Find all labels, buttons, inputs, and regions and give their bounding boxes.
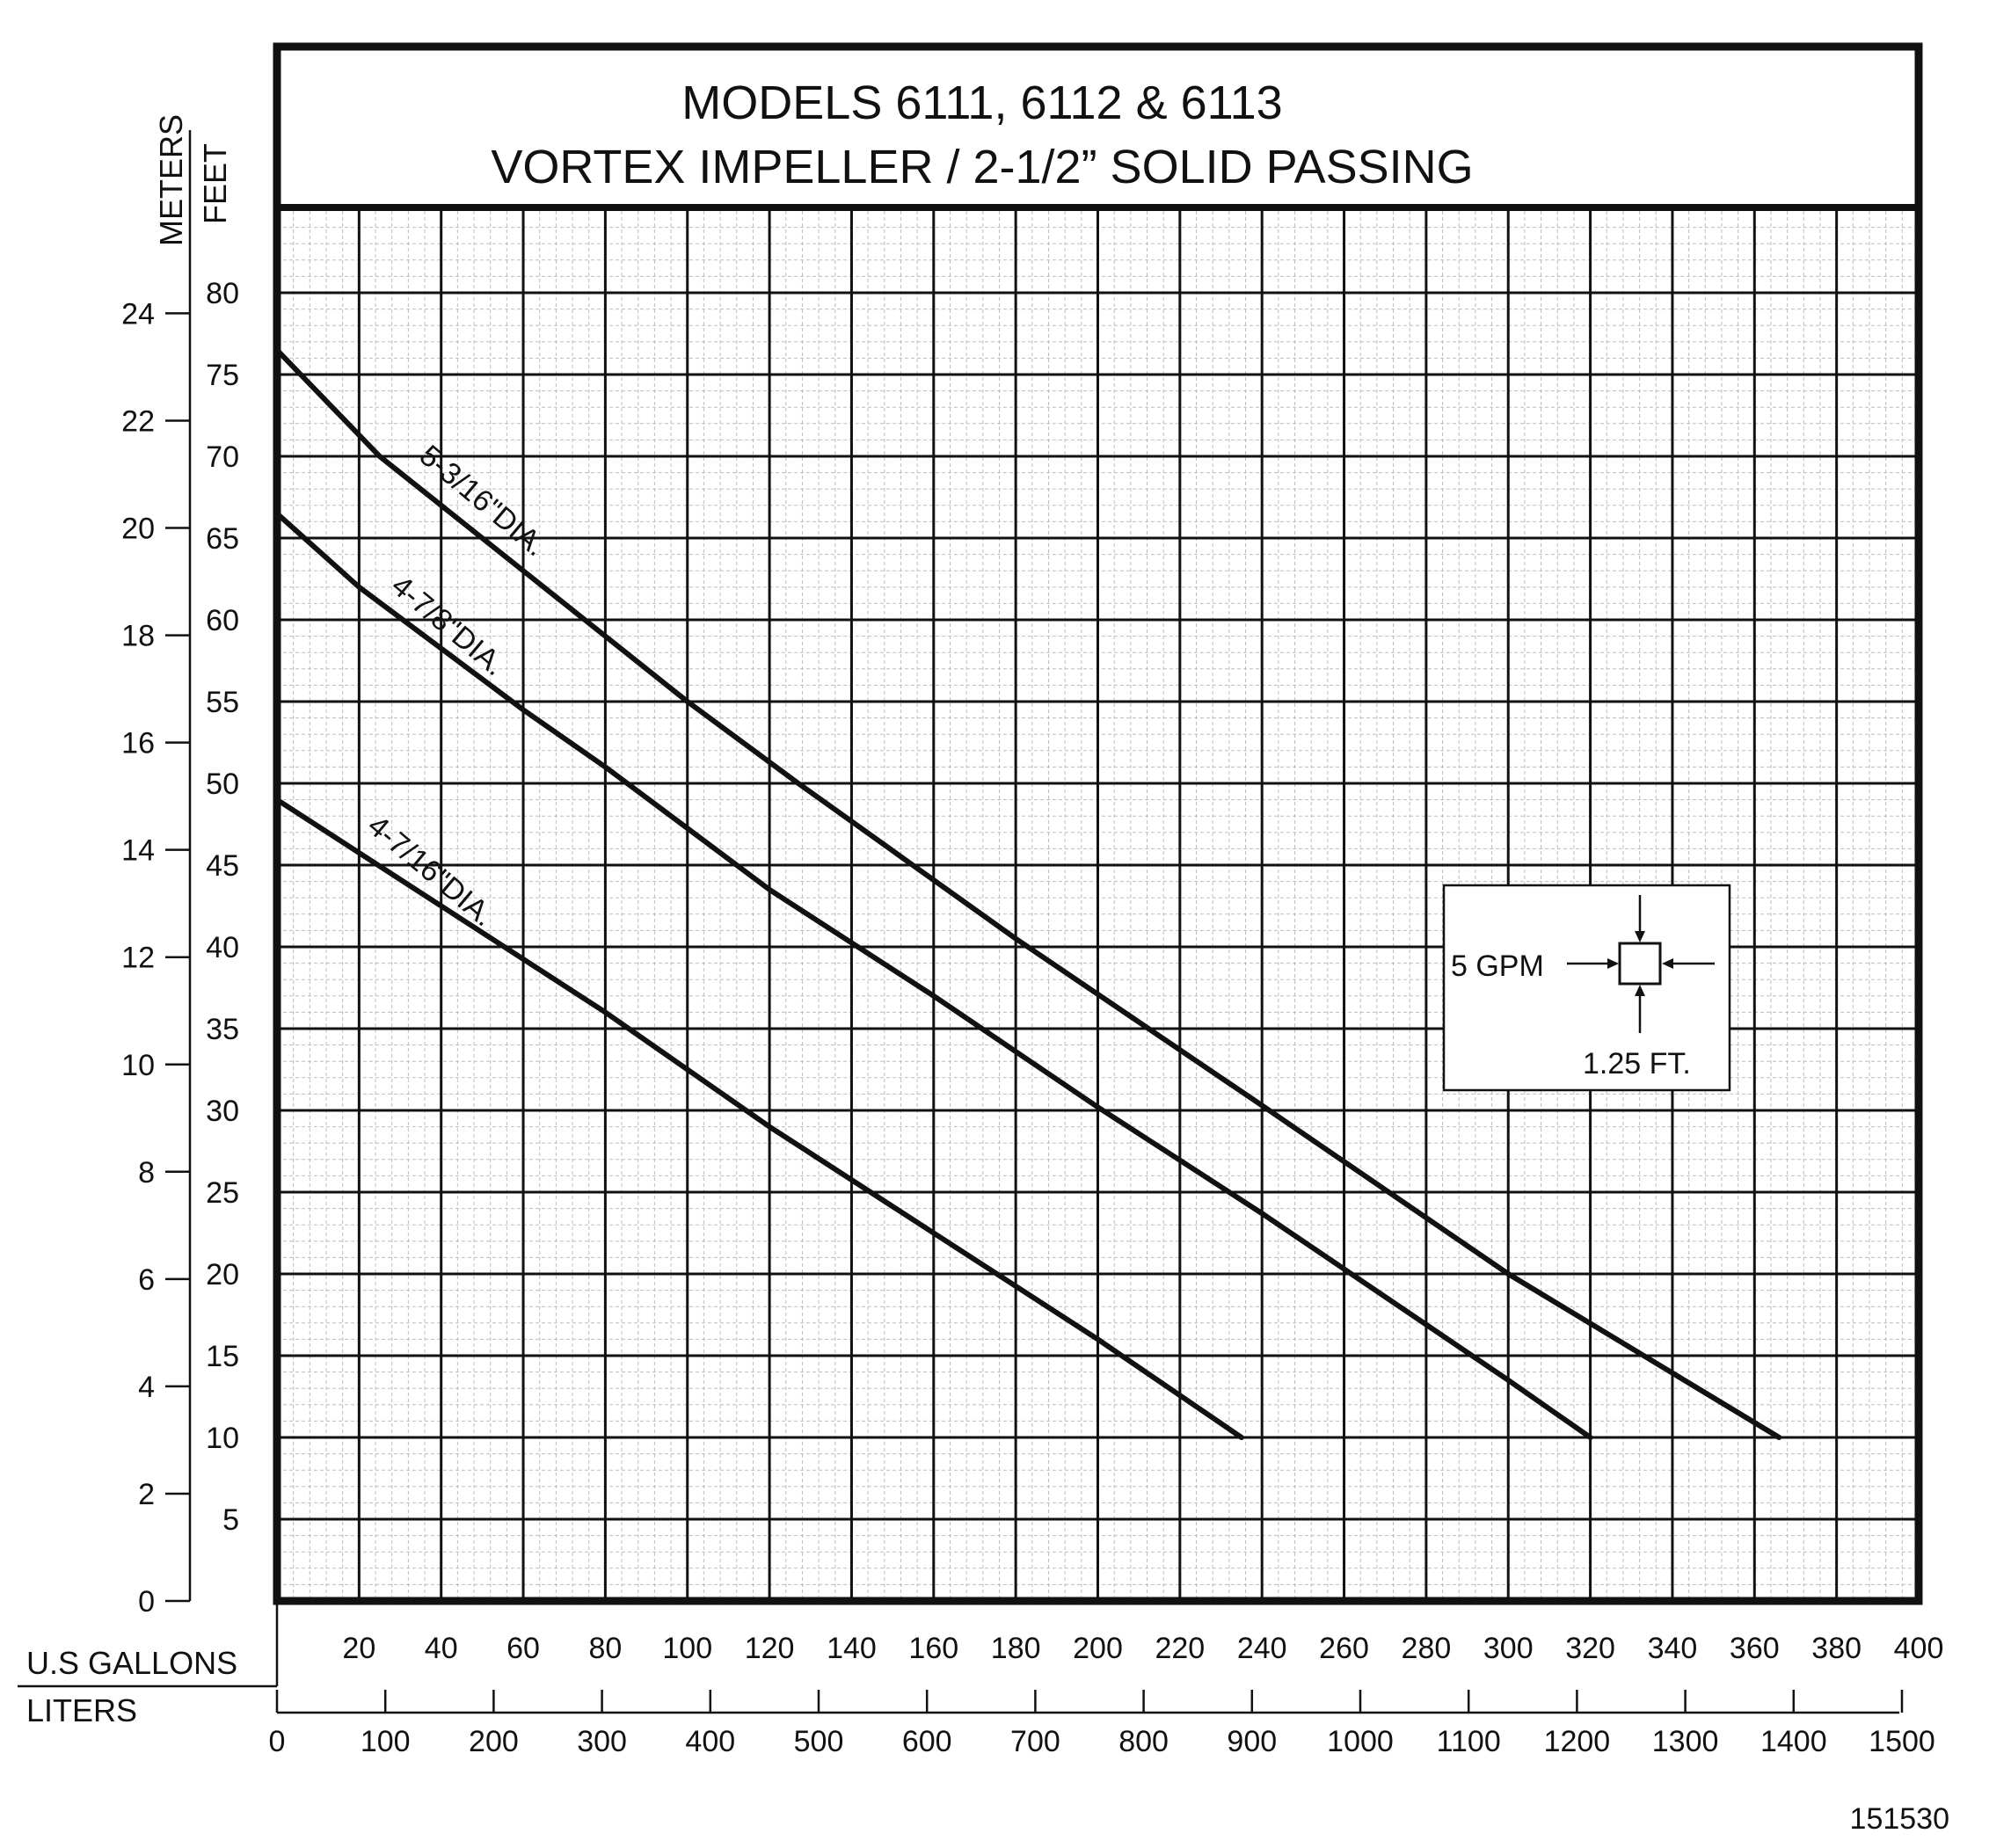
liter-tick-label: 800: [1118, 1725, 1169, 1758]
liters-unit-label: LITERS: [26, 1692, 137, 1728]
major-grid: [277, 211, 1919, 1601]
feet-axis-ticks: 5 10 15 20 25 30 35 40 45 50 55 60 65 70 75 80: [206, 277, 239, 1537]
gallon-axis-ticks: 20 40 60 80 100 120 140 160 180 200 220 240 260 280 30…: [342, 1632, 1943, 1665]
liter-tick-label: 100: [361, 1725, 411, 1758]
grid-scale-legend: 5 GPM 1.25 FT.: [1442, 884, 1731, 1092]
gallon-tick-label: 20: [342, 1632, 375, 1665]
meter-tick-label: 0: [138, 1585, 155, 1619]
feet-tick-label: 45: [206, 849, 239, 883]
series-line-0: [274, 347, 1782, 1440]
series-line-1: [274, 511, 1593, 1440]
arrow-left-icon: [1662, 958, 1673, 969]
feet-tick-label: 20: [206, 1258, 239, 1291]
liter-tick-label: 1000: [1327, 1725, 1394, 1758]
feet-unit-label: FEET: [197, 143, 233, 224]
gallon-tick-label: 300: [1483, 1632, 1534, 1665]
feet-tick-label: 70: [206, 440, 239, 474]
meter-tick-label: 10: [121, 1049, 155, 1082]
feet-tick-label: 55: [206, 686, 239, 719]
gallon-tick-label: 180: [991, 1632, 1041, 1665]
liter-tick-label: 0: [269, 1725, 286, 1758]
gallon-tick-label: 240: [1237, 1632, 1287, 1665]
liter-tick-label: 1300: [1652, 1725, 1719, 1758]
gallon-tick-label: 260: [1319, 1632, 1369, 1665]
liter-tick-label: 700: [1010, 1725, 1060, 1758]
gallon-tick-label: 160: [908, 1632, 958, 1665]
feet-tick-label: 60: [206, 604, 239, 637]
feet-tick-label: 30: [206, 1095, 239, 1128]
gallon-tick-label: 380: [1811, 1632, 1862, 1665]
feet-tick-label: 75: [206, 359, 239, 392]
gallon-tick-label: 100: [662, 1632, 712, 1665]
gallon-tick-label: 360: [1730, 1632, 1780, 1665]
meter-tick-label: 8: [138, 1156, 155, 1190]
gallon-tick-label: 200: [1073, 1632, 1123, 1665]
legend-flow-label: 5 GPM: [1451, 949, 1544, 983]
arrow-right-icon: [1607, 958, 1619, 969]
feet-tick-label: 40: [206, 931, 239, 964]
feet-tick-label: 25: [206, 1176, 239, 1210]
feet-tick-label: 15: [206, 1340, 239, 1373]
meter-tick-label: 24: [121, 297, 155, 331]
legend-box: [1442, 884, 1731, 1092]
gallon-tick-label: 140: [827, 1632, 877, 1665]
gallon-tick-label: 340: [1648, 1632, 1698, 1665]
liter-tick-label: 400: [685, 1725, 735, 1758]
series-line-2: [274, 797, 1244, 1440]
liter-tick-label: 600: [902, 1725, 952, 1758]
figure-id: 151530: [1850, 1802, 1949, 1836]
meter-tick-label: 6: [138, 1263, 155, 1297]
meter-tick-label: 20: [121, 513, 155, 546]
meter-tick-label: 16: [121, 727, 155, 760]
series-group: [274, 347, 1782, 1440]
gallon-tick-label: 60: [506, 1632, 540, 1665]
meter-tick-label: 14: [121, 834, 155, 868]
plot-frame: [273, 42, 1923, 1605]
meter-tick-label: 22: [121, 404, 155, 438]
gallon-tick-label: 280: [1402, 1632, 1452, 1665]
gallon-tick-label: 400: [1894, 1632, 1944, 1665]
series-label-4-7-8: 4-7/8"DIA.: [385, 569, 512, 682]
feet-tick-label: 35: [206, 1013, 239, 1046]
gallons-unit-label: U.S GALLONS: [26, 1645, 237, 1681]
gallon-tick-label: 120: [745, 1632, 795, 1665]
meter-tick-label: 4: [138, 1371, 155, 1404]
liter-tick-label: 1100: [1437, 1725, 1501, 1758]
meters-unit-label: METERS: [153, 114, 189, 246]
meter-tick-label: 2: [138, 1478, 155, 1511]
gallon-tick-label: 80: [588, 1632, 622, 1665]
liter-axis-ticks: 0 100 200 300 400 500 600 700 800 900 1000 1100 1200…: [269, 1690, 1935, 1758]
liter-tick-label: 500: [794, 1725, 844, 1758]
feet-tick-label: 65: [206, 522, 239, 556]
gallon-tick-label: 220: [1155, 1632, 1205, 1665]
chart-title-line1: MODELS 6111, 6112 & 6113: [681, 76, 1282, 129]
liter-tick-label: 1500: [1869, 1725, 1935, 1758]
legend-grid-square: [1618, 942, 1662, 986]
feet-tick-label: 80: [206, 277, 239, 310]
gallon-tick-label: 320: [1565, 1632, 1615, 1665]
liter-tick-label: 1200: [1544, 1725, 1611, 1758]
gallon-tick-label: 40: [425, 1632, 458, 1665]
arrow-down-icon: [1635, 931, 1645, 942]
liter-tick-label: 1400: [1760, 1725, 1827, 1758]
feet-tick-label: 5: [222, 1503, 239, 1537]
feet-tick-label: 10: [206, 1422, 239, 1455]
meter-tick-label: 18: [121, 620, 155, 653]
feet-tick-label: 50: [206, 768, 239, 801]
arrow-up-icon: [1635, 985, 1645, 996]
liter-tick-label: 200: [469, 1725, 519, 1758]
chart-title-line2: VORTEX IMPELLER / 2-1/2” SOLID PASSING: [491, 141, 1473, 193]
liter-tick-label: 900: [1227, 1725, 1277, 1758]
legend-head-label: 1.25 FT.: [1583, 1047, 1691, 1080]
liter-tick-label: 300: [577, 1725, 627, 1758]
meter-tick-label: 12: [121, 942, 155, 975]
